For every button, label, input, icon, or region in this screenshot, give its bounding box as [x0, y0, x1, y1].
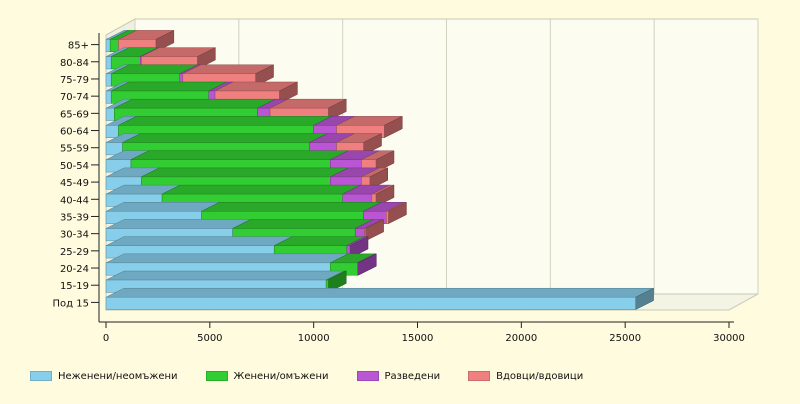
bar-0-3: [105, 90, 112, 104]
bar-0-0: [105, 39, 111, 53]
legend: Неженени/неомъжени Женени/омъжени Развед…: [30, 366, 611, 386]
x-tick-label-5: 25000: [609, 333, 641, 344]
legend-label-divorced: Разведени: [384, 370, 441, 382]
bar-1-9-top: [161, 184, 361, 195]
y-tick-label-0: 85+: [68, 41, 89, 52]
bar-0-5: [105, 125, 119, 138]
bar-1-11-top: [232, 219, 374, 229]
bar-0-1: [105, 56, 112, 70]
floor-gridline-6: [728, 293, 759, 311]
bar-1-8-top: [141, 167, 349, 178]
bar-1-3-top: [111, 81, 227, 92]
bar-0-10-top: [105, 202, 220, 212]
y-tick-label-6: 55-59: [60, 144, 89, 155]
y-tick-label-4: 65-69: [60, 109, 89, 120]
legend-item-divorced[interactable]: Разведени: [356, 370, 441, 382]
bar-0-13-top: [105, 253, 349, 264]
legend-swatch-single: [30, 371, 52, 381]
legend-swatch-divorced: [356, 371, 379, 381]
bar-1-5-top: [118, 116, 332, 126]
y-tick-label-10: 35-39: [60, 212, 89, 223]
legend-label-single: Неженени/неомъжени: [58, 370, 178, 382]
bar-3-10: [386, 211, 389, 224]
y-tick-label-8: 45-49: [60, 178, 89, 189]
bar-0-11-top: [105, 219, 251, 229]
x-tick-label-1: 5000: [197, 333, 222, 344]
bar-0-2: [105, 73, 112, 87]
legend-item-widowed[interactable]: Вдовци/вдовици: [468, 371, 583, 382]
bar-0-14-top: [105, 270, 345, 281]
y-tick-label-3: 70-74: [60, 92, 89, 103]
x-tick-label-0: 0: [103, 333, 109, 344]
bar-0-12-top: [105, 236, 293, 246]
bar-1-4-top: [114, 98, 276, 109]
y-tick-label-15: Под 15: [53, 298, 89, 309]
y-tick-label-14: 15-19: [60, 281, 89, 292]
bar-1-7-top: [130, 150, 349, 160]
x-tick-label-3: 15000: [402, 333, 434, 344]
bar-0-15-top: [105, 287, 654, 298]
y-tick-label-9: 40-44: [60, 195, 89, 206]
y-tick-label-5: 60-64: [60, 127, 89, 138]
bar-2-13: [357, 262, 359, 276]
y-tick-label-11: 30-34: [60, 230, 89, 241]
x-tick-label-6: 30000: [713, 333, 745, 344]
y-tick-label-2: 75-79: [60, 75, 89, 86]
legend-item-single[interactable]: Неженени/неомъжени: [30, 371, 178, 382]
y-tick-label-12: 25-29: [60, 247, 89, 258]
legend-label-married: Женени/омъжени: [233, 370, 329, 382]
x-tick-label-4: 20000: [505, 333, 537, 344]
y-tick-label-13: 20-24: [60, 264, 89, 275]
legend-item-married[interactable]: Женени/омъжени: [205, 370, 329, 382]
bar-1-10-top: [201, 202, 382, 212]
bar-0-4: [105, 107, 115, 121]
y-tick-label-1: 80-84: [60, 58, 89, 69]
legend-label-widowed: Вдовци/вдовици: [496, 370, 584, 382]
legend-swatch-married: [205, 371, 228, 381]
bar-0-15: [105, 296, 636, 310]
legend-swatch-widowed: [468, 371, 491, 381]
bar-1-6-top: [122, 133, 328, 143]
x-tick-label-2: 10000: [298, 333, 330, 344]
bar-1-0: [109, 39, 119, 53]
y-tick-label-7: 50-54: [60, 161, 89, 172]
